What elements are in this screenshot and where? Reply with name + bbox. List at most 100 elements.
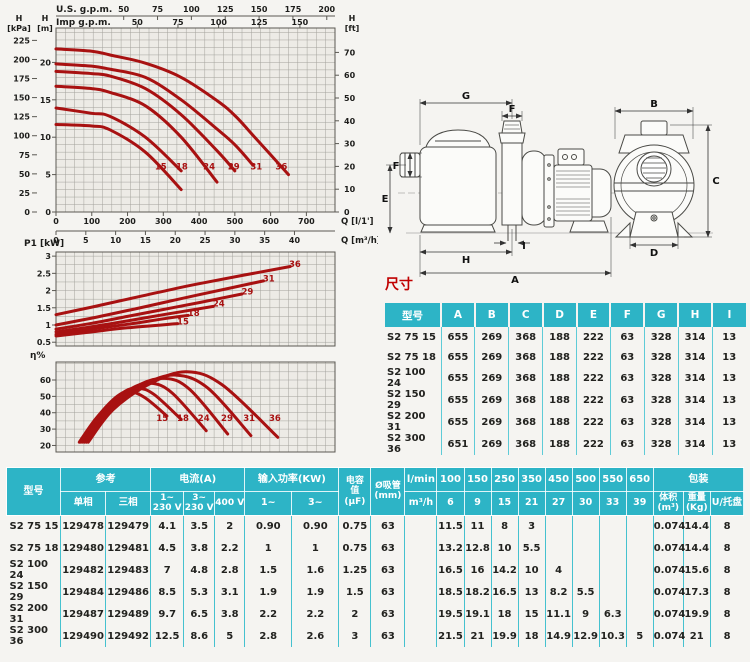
curve-label: 24	[198, 414, 210, 424]
spec-value-cell: 0.074	[653, 537, 685, 560]
spec-value-cell: 63	[370, 515, 406, 538]
spec-value-cell	[626, 603, 654, 626]
dim-value-cell: 314	[678, 367, 713, 389]
curve-label: 36	[269, 414, 281, 424]
spec-value-cell: 129486	[105, 581, 152, 604]
axis-label-q-m3h: Q [m³/h]	[341, 236, 378, 246]
dim-col-header-e: E	[575, 303, 612, 327]
spec-value-cell: 2	[338, 603, 372, 626]
dim-value-cell: 328	[644, 347, 679, 367]
spec-value-cell: 14.2	[491, 559, 519, 582]
spec-value-cell: 19.5	[436, 603, 465, 626]
dim-value-cell: 314	[678, 347, 713, 367]
spec-value-cell: 1	[291, 537, 340, 560]
spec-value-cell: 8.2	[545, 581, 573, 604]
spec-value-cell: 15	[518, 603, 546, 626]
spec-value-cell: 8.5	[150, 581, 185, 604]
col-header-capacitor: 电容 值 (μF)	[338, 467, 372, 516]
tick-label: 100	[183, 5, 200, 14]
curve-label: 18	[176, 162, 188, 172]
dimensions-header-row: 型号 A B C D E F G H I	[385, 303, 746, 327]
spec-value-cell: 129482	[60, 559, 107, 582]
tick-label: 0	[53, 236, 59, 245]
dim-value-cell: 222	[576, 389, 611, 411]
tick-label: 100	[13, 132, 30, 141]
tick-label: 1.5	[37, 304, 52, 313]
weight-label-line1: 重量	[687, 493, 706, 503]
curve-label: 36	[275, 162, 287, 172]
tick-label: 1	[45, 321, 51, 330]
flow-lmin-value: 650	[625, 467, 654, 492]
dim-value-cell: 63	[610, 411, 645, 433]
spec-value-cell: 10	[518, 559, 546, 582]
model-cell: S2 300 36	[6, 625, 62, 648]
tick-label: 10	[344, 185, 356, 194]
model-cell: S2 200 31	[385, 411, 442, 433]
tick-label: 300	[155, 217, 172, 226]
flow-m3h-value: 15	[490, 491, 519, 516]
dim-value-cell: 63	[610, 347, 645, 367]
tick-label: 2	[45, 287, 51, 296]
voltage-label: 400 V	[215, 498, 245, 509]
spec-table-row: S2 300 36 129490 129492 12.5 8.6 5 2.8 2.6 3 63 21…	[6, 625, 744, 648]
spec-value-cell: 11	[464, 515, 492, 538]
spec-table-row: S2 100 24 129482 129483 7 4.8 2.8 1.5 1.6 1.25 63…	[6, 559, 744, 582]
curve-label: 18	[188, 309, 200, 319]
tick-label: 175	[13, 75, 30, 84]
dim-value-cell: 368	[508, 327, 544, 347]
spec-value-cell: 129481	[105, 537, 152, 560]
tick-label: 30	[229, 236, 241, 245]
model-cell: S2 100 24	[385, 367, 442, 389]
spec-value-cell: 18	[518, 625, 546, 648]
spec-value-cell: 8	[723, 608, 731, 620]
voltage-label: 230 V	[152, 503, 182, 514]
tick-label: 10	[110, 236, 122, 245]
flow-lmin-value: 100	[436, 467, 465, 492]
spec-value-cell: 21.5	[436, 625, 465, 648]
axis-label-ft: [ft]	[345, 24, 360, 33]
spec-value-cell: 129483	[105, 559, 152, 582]
tick-label: 125	[251, 18, 268, 27]
tick-label: 5	[83, 236, 89, 245]
curve-label: 29	[228, 162, 240, 172]
spec-value-cell: 129478	[60, 515, 107, 538]
curve-18	[54, 313, 190, 336]
col-header-suction-diameter: Ø吸管 (mm)	[370, 467, 406, 516]
curve-18	[54, 106, 183, 173]
dim-letter-g: G	[462, 91, 470, 102]
curve-31	[54, 62, 255, 167]
dim-letter-a: A	[511, 275, 519, 286]
model-cell: S2 150 29	[385, 389, 442, 411]
dim-value-cell: 655	[441, 389, 476, 411]
tick-label: 125	[13, 113, 30, 122]
flow-lmin-value: 500	[571, 467, 600, 492]
dim-col-header-i: I	[711, 303, 746, 327]
spec-value-cell: 0.90	[291, 515, 340, 538]
spec-value-cell: 2.6	[291, 625, 340, 648]
tick-label: 50	[344, 94, 356, 103]
discharge-column	[501, 142, 523, 226]
flow-lmin-value: 450	[544, 467, 573, 492]
dim-value-cell: 188	[542, 367, 577, 389]
dim-letter-c: C	[712, 176, 719, 187]
tick-label: 60	[344, 71, 356, 80]
spec-value-cell: 3	[518, 515, 546, 538]
tick-label: 70	[344, 48, 356, 57]
spec-value-cell: 18.2	[464, 581, 492, 604]
dim-value-cell: 328	[644, 327, 679, 347]
tick-label: 225	[13, 36, 30, 45]
spec-value-cell: 10.3	[599, 625, 627, 648]
model-cell: S2 75 15	[385, 327, 442, 347]
spec-value-cell: 14.9	[545, 625, 573, 648]
volume-label-line2: (m³)	[657, 503, 679, 514]
curve-label: 29	[241, 287, 253, 297]
col-header-current-3ph-400v: 400 V	[214, 491, 246, 516]
curve-label: 31	[263, 274, 275, 284]
tick-label: 35	[259, 236, 271, 245]
spec-value-cell: 0.074	[653, 559, 685, 582]
dim-value-cell: 328	[644, 433, 679, 455]
spec-value-cell: 9	[572, 603, 600, 626]
dim-letter-i: I	[522, 241, 526, 252]
